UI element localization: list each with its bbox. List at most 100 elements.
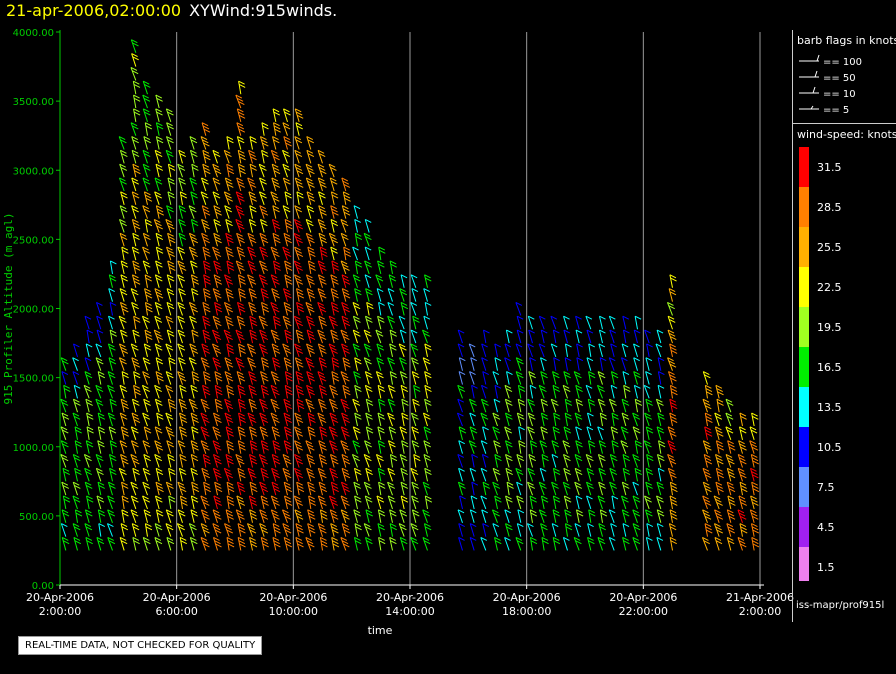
wind-barb-flag — [401, 398, 409, 403]
wind-barb-flag — [272, 523, 280, 528]
wind-barb-flag — [179, 291, 186, 296]
wind-barb-flag — [658, 440, 665, 445]
wind-barb-staff — [504, 385, 510, 399]
wind-barb-flag — [610, 401, 617, 406]
wind-barb-flag — [189, 523, 196, 528]
wind-barb-flag — [599, 471, 607, 476]
speed-scale-swatch — [799, 307, 809, 347]
wind-barb-flag — [236, 260, 243, 265]
wind-barb-flag — [331, 371, 339, 375]
wind-barb-staff — [72, 399, 78, 413]
wind-barb-flag — [202, 329, 210, 334]
wind-barb-flag — [273, 319, 281, 323]
wind-barb-staff — [364, 260, 370, 275]
wind-barb-flag — [237, 426, 245, 431]
wind-barb-flag — [235, 357, 243, 362]
wind-barb-flag — [191, 481, 198, 486]
wind-barb-flag — [166, 440, 173, 445]
wind-barb-flag — [273, 526, 281, 531]
wind-barb-staff — [365, 288, 370, 302]
wind-barb-flag — [225, 177, 232, 182]
wind-barb-flag — [202, 526, 209, 531]
wind-barb-flag — [132, 180, 139, 185]
wind-barb-staff — [354, 260, 358, 275]
wind-barb-flag — [354, 512, 361, 517]
wind-barb-staff — [516, 495, 522, 510]
wind-barb-flag — [331, 349, 338, 354]
wind-barb-flag — [412, 429, 420, 434]
wind-barb-flag — [226, 377, 234, 382]
wind-barb-flag — [610, 523, 617, 528]
wind-barb-flag — [309, 253, 316, 258]
wind-barb-flag — [305, 440, 313, 445]
wind-barb-flag — [296, 360, 303, 365]
wind-barb-flag — [179, 443, 186, 448]
wind-barb-flag — [354, 536, 361, 541]
wind-barb-flag — [506, 401, 513, 406]
wind-barb-flag — [551, 440, 559, 445]
wind-barb-flag — [588, 440, 595, 445]
wind-barb-flag — [670, 346, 677, 351]
wind-barb-flag — [343, 474, 351, 479]
wind-barb-flag — [259, 454, 266, 458]
wind-barb-flag — [191, 288, 198, 293]
wind-barb-flag — [553, 357, 560, 362]
wind-barb-flag — [727, 526, 735, 531]
wind-barb-staff — [142, 150, 148, 164]
wind-barb-flag — [309, 502, 316, 506]
wind-barb-flag — [200, 495, 207, 500]
wind-barb-flag — [341, 401, 349, 406]
wind-barb-flag — [224, 205, 231, 210]
wind-barb-flag — [458, 388, 466, 393]
wind-barb-flag — [387, 288, 395, 293]
wind-barb-staff — [620, 357, 627, 371]
wind-barb-flag — [190, 139, 198, 144]
wind-barb-flag — [295, 371, 303, 375]
wind-barb-staff — [154, 537, 160, 551]
wind-barb-staff — [119, 233, 125, 247]
wind-barb-flag — [752, 460, 759, 465]
y-axis-label: 915 Profiler Altitude (m agl) — [2, 212, 15, 404]
wind-barb-flag — [155, 274, 162, 279]
wind-barb-flag — [740, 415, 747, 420]
wind-barb-staff — [634, 399, 638, 413]
wind-barb-flag — [331, 502, 339, 506]
wind-barb-flag — [168, 263, 175, 268]
wind-barb-flag — [62, 536, 69, 541]
wind-barb-flag — [458, 536, 465, 541]
wind-barb-flag — [283, 288, 290, 293]
wind-barb-staff — [190, 191, 195, 205]
wind-barb-flag — [739, 426, 746, 431]
wind-barb-flag — [284, 426, 291, 431]
wind-barb-flag — [156, 360, 164, 365]
wind-barb-flag — [308, 260, 315, 265]
wind-barb-staff — [62, 468, 67, 482]
wind-barb-flag — [200, 440, 208, 445]
wind-barb-flag — [562, 440, 570, 445]
wind-barb-flag — [670, 401, 677, 406]
wind-barb-flag — [154, 536, 162, 541]
wind-barb-flag — [156, 498, 163, 503]
wind-barb-flag — [354, 219, 361, 223]
wind-barb-flag — [716, 467, 723, 472]
wind-barb-staff — [515, 343, 522, 358]
wind-barb-flag — [86, 512, 93, 517]
wind-barb-flag — [705, 460, 713, 465]
x-tick-label: 20-Apr-2006 — [609, 591, 677, 604]
wind-barb-flag — [62, 415, 70, 420]
wind-barb-flag — [155, 457, 163, 462]
wind-barb-flag — [285, 488, 293, 493]
wind-barb-flag — [248, 180, 256, 185]
wind-barb-flag — [530, 536, 537, 541]
wind-barb-flag — [201, 429, 209, 434]
wind-barb-flag — [622, 523, 630, 528]
wind-barb-staff — [108, 357, 113, 371]
wind-barb-staff — [656, 495, 662, 510]
wind-barb-flag — [214, 529, 222, 534]
wind-barb-flag — [492, 426, 499, 431]
wind-barbs — [60, 39, 760, 551]
wind-barb-flag — [166, 205, 173, 210]
wind-barb-staff — [282, 246, 288, 261]
wind-barb-flag — [249, 536, 256, 541]
wind-barb-flag — [97, 412, 105, 417]
